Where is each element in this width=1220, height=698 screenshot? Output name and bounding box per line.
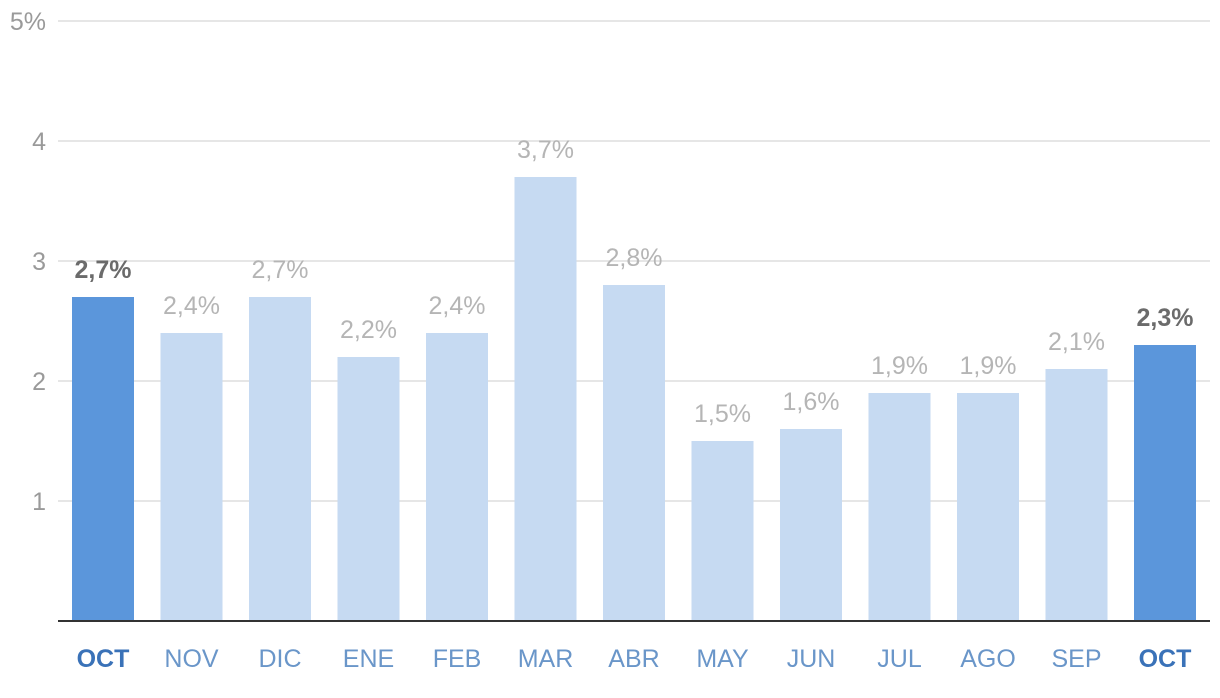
x-tick-label: JUN (787, 645, 836, 673)
x-tick-label: ENE (343, 645, 394, 673)
data-label: 1,6% (783, 388, 840, 416)
x-tick-label: FEB (433, 645, 482, 673)
bar (1045, 369, 1108, 621)
bar (249, 297, 311, 621)
x-tick-label: OCT (1139, 645, 1192, 673)
data-label: 1,5% (694, 400, 751, 428)
bar (160, 333, 223, 621)
x-tick-label: AGO (960, 645, 1016, 673)
bar (957, 393, 1019, 621)
y-tick-label: 2 (32, 368, 46, 396)
bar (603, 285, 665, 621)
data-label: 2,2% (340, 316, 397, 344)
bar (426, 333, 488, 621)
bar (337, 357, 400, 621)
bar (1134, 345, 1196, 621)
x-tick-label: MAY (696, 645, 749, 673)
bar (72, 297, 134, 621)
bar (780, 429, 842, 621)
y-tick-label: 5% (10, 8, 46, 36)
data-label: 3,7% (517, 136, 574, 164)
bars (72, 177, 1196, 621)
bar (514, 177, 577, 621)
x-tick-label: JUL (877, 645, 922, 673)
bar (691, 441, 754, 621)
x-tick-label: MAR (518, 645, 574, 673)
x-tick-label: DIC (258, 645, 301, 673)
x-axis-labels: OCT NOV DIC ENE FEB MAR ABR MAY JUN JUL AGO SEP OCT (77, 645, 1192, 673)
x-tick-label: SEP (1051, 645, 1101, 673)
y-axis-ticks: 1 2 3 4 5% (10, 8, 46, 516)
data-label: 2,1% (1048, 328, 1105, 356)
y-tick-label: 1 (32, 488, 46, 516)
bar (868, 393, 931, 621)
y-tick-label: 3 (32, 248, 46, 276)
data-label: 2,7% (75, 256, 132, 284)
data-labels: 2,7% 2,4% 2,7% 2,2% 2,4% 3,7% 2,8% 1,5% 1,6% 1,9%… (75, 136, 1194, 428)
x-tick-label: ABR (608, 645, 659, 673)
data-label: 2,4% (163, 292, 220, 320)
x-tick-label: OCT (77, 645, 130, 673)
data-label: 2,4% (429, 292, 486, 320)
x-tick-label: NOV (164, 645, 219, 673)
data-label: 2,3% (1137, 304, 1194, 332)
data-label: 1,9% (871, 352, 928, 380)
data-label: 2,8% (606, 244, 663, 272)
data-label: 2,7% (252, 256, 309, 284)
y-tick-label: 4 (32, 128, 46, 156)
data-label: 1,9% (960, 352, 1017, 380)
